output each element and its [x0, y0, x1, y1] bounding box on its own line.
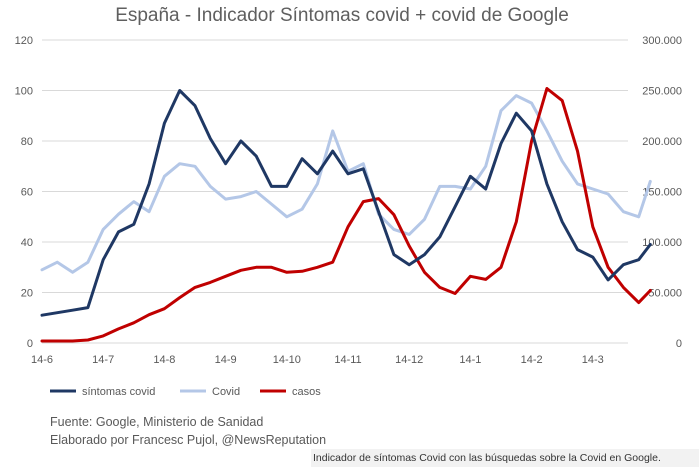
x-tick-label: 14-6: [31, 354, 53, 366]
y-right-tick-label: 150.000: [642, 187, 682, 199]
y-left-ticks: 0 20 40 60 80 100 120: [15, 35, 33, 350]
x-tick-label: 14-11: [334, 354, 361, 366]
x-tick-label: 14-9: [215, 354, 237, 366]
y-left-tick-label: 40: [21, 237, 33, 249]
y-left-tick-label: 20: [21, 288, 33, 300]
x-tick-label: 14-8: [153, 354, 175, 366]
y-right-tick-label: 200.000: [642, 136, 682, 148]
series-line-covid: [40, 94, 652, 274]
source-line-1: Fuente: Google, Ministerio de Sanidad: [50, 415, 264, 429]
x-tick-label: 14-1: [459, 354, 481, 366]
x-tick-label: 14-3: [582, 354, 604, 366]
y-left-tick-label: 80: [21, 136, 33, 148]
x-tick-label: 14-10: [273, 354, 301, 366]
caption: Indicador de síntomas Covid con las búsq…: [311, 449, 699, 467]
series-lines: [40, 87, 652, 343]
x-ticks: 14-6 14-7 14-8 14-9 14-10 14-11 14-12 14-1 14-2 1…: [31, 354, 604, 366]
legend-label: Covid: [212, 386, 240, 398]
legend-label: casos: [292, 386, 321, 398]
y-right-tick-label: 0: [676, 338, 682, 350]
y-right-ticks: 0 50.000 100.000 150.000 200.000 250.000 300.0…: [642, 35, 682, 350]
y-left-tick-label: 100: [15, 86, 33, 98]
y-right-tick-label: 100.000: [642, 237, 682, 249]
x-tick-label: 14-12: [395, 354, 423, 366]
legend-label: síntomas covid: [82, 386, 155, 398]
x-tick-label: 14-2: [521, 354, 543, 366]
chart: España - Indicador Síntomas covid + covi…: [15, 5, 682, 398]
y-right-tick-label: 50.000: [648, 288, 682, 300]
y-left-tick-label: 0: [27, 338, 33, 350]
x-tick-label: 14-7: [92, 354, 114, 366]
y-right-tick-label: 250.000: [642, 86, 682, 98]
series-line-casos: [40, 87, 652, 343]
legend: síntomas covid Covid casos: [50, 386, 321, 398]
y-right-tick-label: 300.000: [642, 35, 682, 47]
source-line-2: Elaborado por Francesc Pujol, @NewsReput…: [50, 433, 327, 447]
series-line-síntomas-covid: [40, 89, 652, 317]
y-left-tick-label: 120: [15, 35, 33, 47]
chart-title: España - Indicador Síntomas covid + covi…: [115, 5, 569, 26]
y-left-tick-label: 60: [21, 187, 33, 199]
grid: [42, 39, 628, 344]
